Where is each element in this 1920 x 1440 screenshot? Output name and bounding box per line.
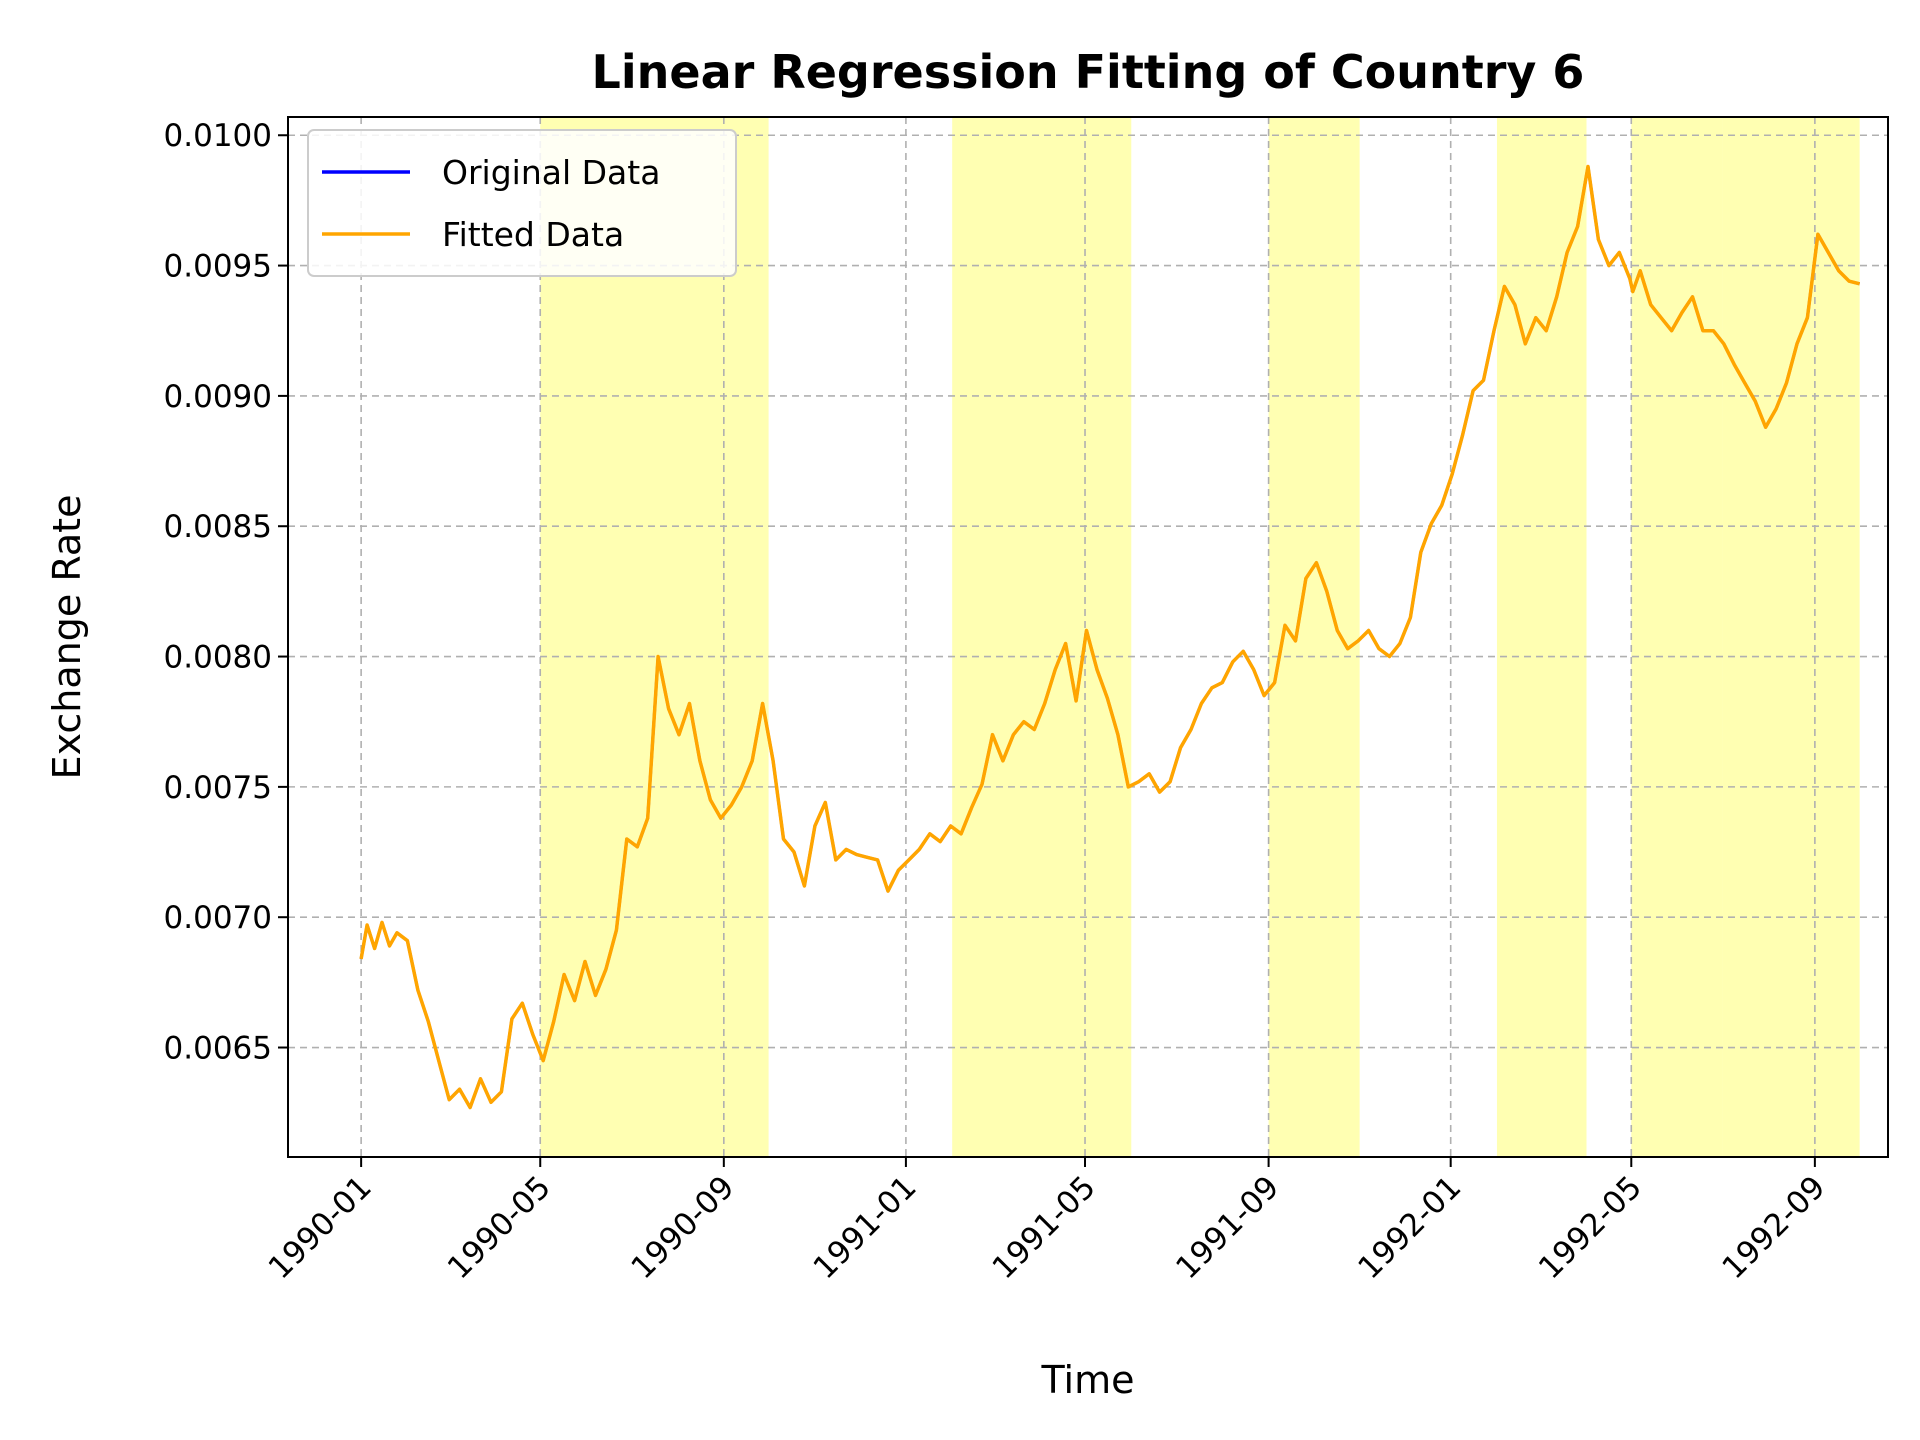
- y-tick-label-2: 0.0070: [164, 900, 272, 936]
- data-lines: [359, 164, 1861, 1110]
- y-tick-label-3: 0.0075: [164, 770, 272, 806]
- legend-label-original: Original Data: [442, 153, 660, 192]
- shaded-period-4: [1496, 117, 1587, 1157]
- grid-lines: [288, 117, 1888, 1157]
- shaded-period-6: [1722, 117, 1860, 1157]
- legend-box: [307, 129, 737, 277]
- shaded-periods: [540, 117, 1860, 1157]
- y-tick-label-1: 0.0065: [164, 1031, 272, 1067]
- chart-title: Linear Regression Fitting of Country 6: [592, 45, 1585, 99]
- y-axis-ticks: 0.0065 0.0070 0.0075 0.0080 0.0085 0.0090 0.00…: [164, 118, 288, 1067]
- legend: Original Data Fitted Data: [307, 129, 737, 277]
- plot-frame: [287, 116, 1889, 1158]
- y-tick-label-7: 0.0095: [164, 249, 272, 285]
- x-axis-label: Time: [1041, 1358, 1135, 1402]
- y-tick-label-5: 0.0085: [164, 509, 272, 545]
- shaded-period-2: [952, 117, 1132, 1157]
- y-tick-label-8: 0.0100: [164, 118, 272, 154]
- y-tick-label-4: 0.0080: [164, 640, 272, 676]
- shaded-period-5: [1631, 117, 1723, 1157]
- y-axis-label: Exchange Rate: [45, 495, 89, 780]
- legend-label-fitted: Fitted Data: [442, 215, 624, 254]
- y-tick-label-6: 0.0090: [164, 379, 272, 415]
- series-line-fitted-data: [359, 164, 1861, 1110]
